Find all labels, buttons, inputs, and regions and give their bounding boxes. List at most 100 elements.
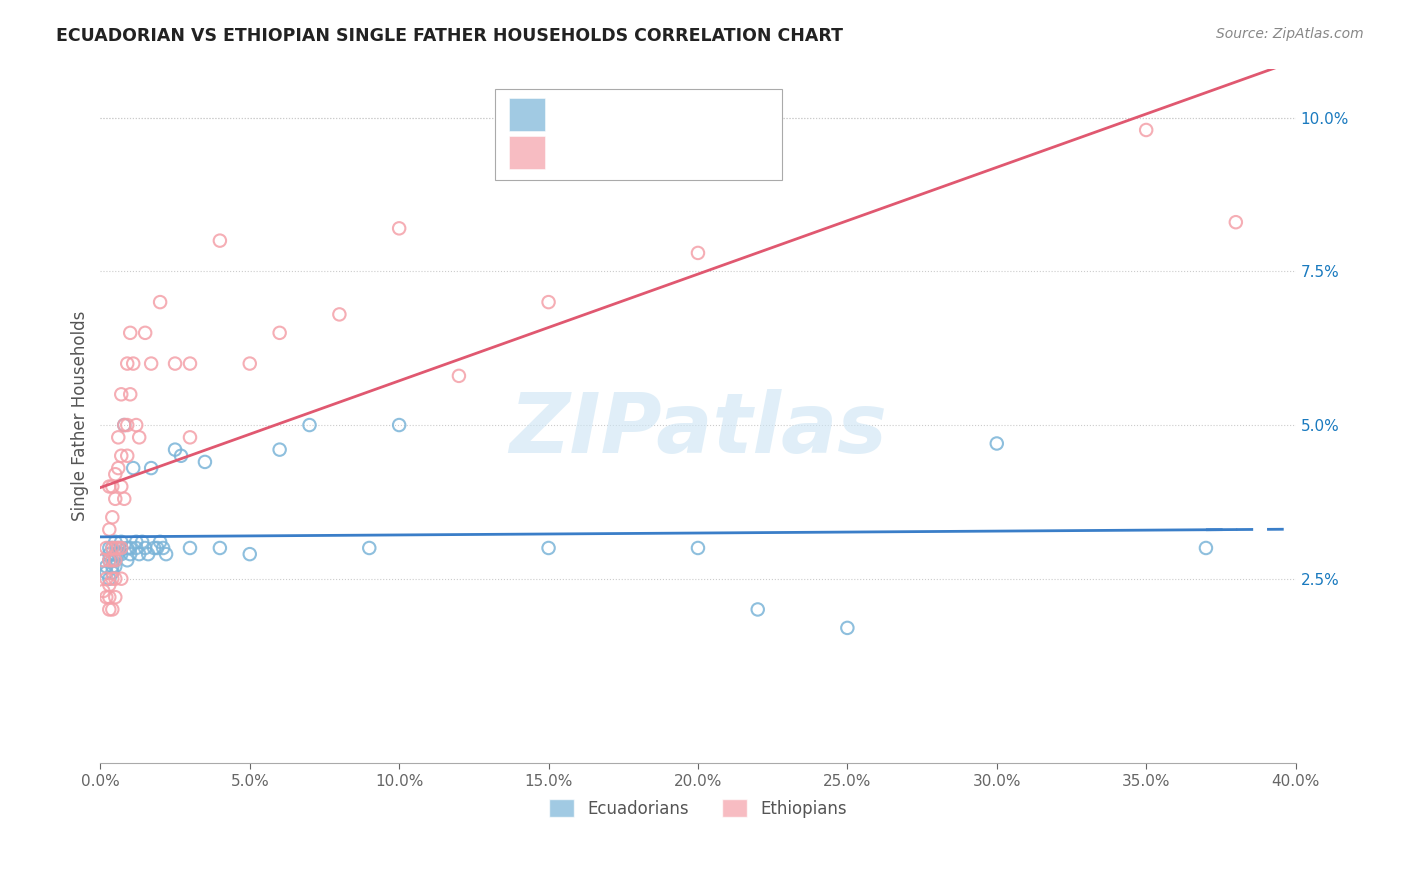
Legend: Ecuadorians, Ethiopians: Ecuadorians, Ethiopians bbox=[543, 793, 853, 824]
Point bbox=[194, 455, 217, 469]
Point bbox=[359, 541, 381, 555]
Point bbox=[686, 541, 709, 555]
FancyBboxPatch shape bbox=[495, 89, 782, 179]
Text: ZIPatlas: ZIPatlas bbox=[509, 389, 887, 470]
Point bbox=[117, 357, 139, 371]
Point bbox=[239, 547, 262, 561]
Text: ECUADORIAN VS ETHIOPIAN SINGLE FATHER HOUSEHOLDS CORRELATION CHART: ECUADORIAN VS ETHIOPIAN SINGLE FATHER HO… bbox=[56, 27, 844, 45]
Point bbox=[110, 541, 132, 555]
Point bbox=[1195, 541, 1218, 555]
Point bbox=[98, 523, 121, 537]
Point bbox=[107, 541, 129, 555]
Point bbox=[104, 547, 127, 561]
Point bbox=[107, 430, 129, 444]
Point bbox=[152, 541, 174, 555]
Point bbox=[117, 553, 139, 567]
Point bbox=[98, 602, 121, 616]
Point bbox=[1135, 123, 1157, 137]
Point bbox=[96, 541, 118, 555]
Point bbox=[104, 541, 127, 555]
Point bbox=[104, 553, 127, 567]
Point bbox=[165, 442, 187, 457]
Point bbox=[837, 621, 859, 635]
Point bbox=[388, 418, 411, 433]
Point bbox=[143, 541, 166, 555]
Point bbox=[122, 461, 145, 475]
Point bbox=[149, 534, 172, 549]
Point bbox=[141, 461, 163, 475]
Point bbox=[104, 534, 127, 549]
Point bbox=[101, 541, 124, 555]
Point bbox=[101, 553, 124, 567]
Point bbox=[98, 590, 121, 604]
Point bbox=[110, 387, 132, 401]
Point bbox=[98, 578, 121, 592]
Point bbox=[128, 430, 150, 444]
Point bbox=[104, 572, 127, 586]
Point bbox=[298, 418, 321, 433]
Point bbox=[98, 479, 121, 493]
Point bbox=[101, 572, 124, 586]
Point bbox=[104, 559, 127, 574]
Point bbox=[117, 418, 139, 433]
Point bbox=[110, 534, 132, 549]
Point bbox=[328, 307, 350, 321]
Point bbox=[179, 541, 201, 555]
Text: Source: ZipAtlas.com: Source: ZipAtlas.com bbox=[1216, 27, 1364, 41]
FancyBboxPatch shape bbox=[509, 136, 546, 169]
Point bbox=[117, 541, 139, 555]
Point bbox=[110, 541, 132, 555]
Point bbox=[98, 547, 121, 561]
Point bbox=[537, 541, 560, 555]
Point bbox=[179, 357, 201, 371]
Point bbox=[131, 534, 153, 549]
Point bbox=[101, 541, 124, 555]
Point bbox=[110, 479, 132, 493]
Point bbox=[104, 467, 127, 482]
Point bbox=[155, 547, 177, 561]
Point bbox=[537, 295, 560, 310]
Point bbox=[179, 430, 201, 444]
Point bbox=[112, 418, 135, 433]
Point bbox=[101, 566, 124, 580]
Point bbox=[134, 326, 156, 340]
Point bbox=[120, 387, 142, 401]
Point bbox=[239, 357, 262, 371]
Point bbox=[128, 547, 150, 561]
Point bbox=[96, 572, 118, 586]
Point bbox=[208, 234, 231, 248]
Point bbox=[125, 534, 148, 549]
Point bbox=[107, 461, 129, 475]
Text: R = 0.777   N = 57: R = 0.777 N = 57 bbox=[561, 143, 717, 161]
Point bbox=[91, 553, 114, 567]
Point bbox=[96, 590, 118, 604]
Point bbox=[98, 572, 121, 586]
Point bbox=[96, 566, 118, 580]
Point bbox=[91, 553, 114, 567]
Point bbox=[120, 541, 142, 555]
Point bbox=[149, 295, 172, 310]
Point bbox=[101, 559, 124, 574]
Point bbox=[96, 559, 118, 574]
Point bbox=[388, 221, 411, 235]
Point bbox=[98, 541, 121, 555]
Point bbox=[107, 547, 129, 561]
Point bbox=[269, 442, 291, 457]
Point bbox=[110, 449, 132, 463]
Point bbox=[98, 553, 121, 567]
Point bbox=[101, 553, 124, 567]
Point bbox=[110, 572, 132, 586]
Point bbox=[125, 418, 148, 433]
Point bbox=[120, 547, 142, 561]
Point bbox=[686, 246, 709, 260]
Point bbox=[447, 368, 470, 383]
Point bbox=[117, 449, 139, 463]
Point bbox=[747, 602, 769, 616]
Point bbox=[104, 590, 127, 604]
Point bbox=[146, 541, 169, 555]
Point bbox=[112, 491, 135, 506]
Point bbox=[120, 326, 142, 340]
Point bbox=[165, 357, 187, 371]
Point bbox=[134, 541, 156, 555]
Point bbox=[110, 547, 132, 561]
